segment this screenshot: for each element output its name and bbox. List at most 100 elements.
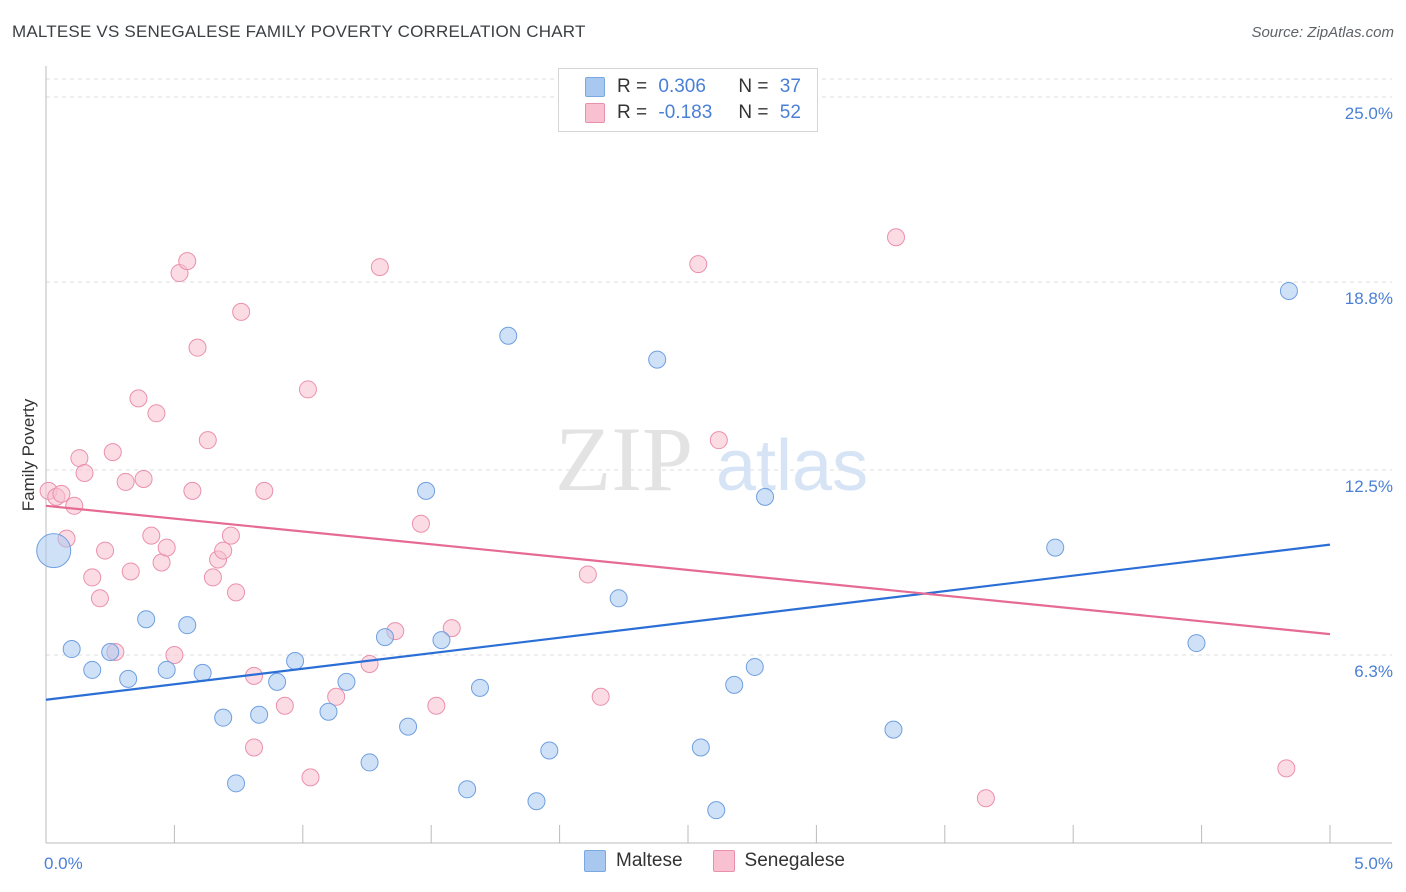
data-point-maltese [193, 663, 212, 682]
data-point-senegalese [709, 431, 728, 450]
data-point-senegalese [327, 687, 346, 706]
data-point-maltese [707, 801, 726, 820]
legend-r-label: R = [617, 102, 648, 123]
source-label: Source: ZipAtlas.com [1251, 24, 1394, 41]
series-label-maltese: Maltese [616, 850, 683, 871]
data-point-maltese [286, 651, 305, 670]
y-tick-label: 25.0% [1345, 104, 1393, 123]
legend-row-senegalese: R = -0.183 N = 52 [585, 101, 801, 125]
legend-r-value: -0.183 [658, 102, 713, 123]
trend-layer [45, 504, 1331, 701]
data-point-senegalese [65, 496, 84, 515]
data-point-senegalese [591, 687, 610, 706]
data-point-senegalese [70, 449, 89, 468]
data-point-maltese [756, 487, 775, 506]
y-tick-label: 6.3% [1354, 662, 1393, 681]
data-point-senegalese [1277, 759, 1296, 778]
data-point-senegalese [442, 619, 461, 638]
data-point-maltese [527, 792, 546, 811]
watermark: ZIP atlas [555, 408, 868, 510]
data-point-senegalese [221, 526, 240, 545]
data-point-senegalese [134, 469, 153, 488]
legend-r-value: 0.306 [658, 76, 706, 97]
series-legend: Maltese Senegalese [584, 850, 875, 872]
chart-title: MALTESE VS SENEGALESE FAMILY POVERTY COR… [12, 22, 586, 41]
data-point-senegalese [116, 472, 135, 491]
data-point-senegalese [232, 302, 251, 321]
watermark-zip: ZIP [555, 408, 693, 510]
trend-line-senegalese [45, 504, 1331, 636]
x-tick-label: 5.0% [1354, 854, 1393, 873]
data-point-maltese [227, 774, 246, 793]
data-point-maltese [36, 533, 72, 569]
data-point-maltese [375, 628, 394, 647]
data-point-maltese [119, 669, 138, 688]
data-point-maltese [458, 780, 477, 799]
data-point-maltese [725, 675, 744, 694]
data-point-senegalese [188, 338, 207, 357]
axis-layer: 6.3% 12.5% 18.8% 25.0% 0.0% 5.0% [44, 66, 1393, 873]
data-point-maltese [1279, 281, 1298, 300]
data-point-maltese [337, 672, 356, 691]
data-point-senegalese [103, 443, 122, 462]
data-point-senegalese [198, 431, 217, 450]
data-point-senegalese [121, 562, 140, 581]
points-layer [36, 228, 1298, 820]
data-point-senegalese [147, 404, 166, 423]
legend-swatch-maltese [585, 77, 605, 97]
data-point-senegalese [75, 463, 94, 482]
data-point-maltese [470, 678, 489, 697]
legend-n-value: 37 [779, 76, 801, 97]
data-point-senegalese [245, 738, 264, 757]
data-point-maltese [609, 589, 628, 608]
data-point-maltese [268, 672, 287, 691]
series-swatch-senegalese [712, 850, 735, 872]
data-point-maltese [417, 481, 436, 500]
legend-row-maltese: R = 0.306 N = 37 [585, 75, 801, 99]
correlation-legend: R = 0.306 N = 37 R = -0.183 N = 52 [558, 68, 818, 132]
data-point-senegalese [255, 481, 274, 500]
data-point-maltese [137, 610, 156, 629]
series-label-senegalese: Senegalese [744, 850, 845, 871]
data-point-maltese [432, 631, 451, 650]
legend-r-label: R = [617, 76, 648, 97]
data-point-maltese [214, 708, 233, 727]
data-point-maltese [691, 738, 710, 757]
data-point-senegalese [370, 258, 389, 277]
data-point-senegalese [203, 568, 222, 587]
data-point-maltese [83, 660, 102, 679]
legend-n-label: N = [738, 102, 769, 123]
data-point-maltese [884, 720, 903, 739]
data-point-senegalese [887, 228, 906, 247]
data-point-senegalese [298, 380, 317, 399]
data-point-senegalese [411, 514, 430, 533]
data-point-maltese [62, 640, 81, 659]
data-point-senegalese [976, 789, 995, 808]
data-point-senegalese [214, 541, 233, 560]
data-point-senegalese [157, 538, 176, 557]
data-point-maltese [1046, 538, 1065, 557]
data-point-senegalese [83, 568, 102, 587]
data-point-senegalese [427, 696, 446, 715]
y-axis-label: Family Poverty [19, 398, 38, 511]
legend-n-label: N = [738, 76, 769, 97]
data-point-maltese [101, 643, 120, 662]
data-point-maltese [1187, 634, 1206, 653]
data-point-senegalese [142, 526, 161, 545]
data-point-senegalese [301, 768, 320, 787]
data-point-senegalese [96, 541, 115, 560]
data-point-maltese [648, 350, 667, 369]
data-point-maltese [399, 717, 418, 736]
data-point-senegalese [165, 646, 184, 665]
data-point-maltese [157, 660, 176, 679]
y-tick-label: 18.8% [1345, 289, 1393, 308]
legend-n-value: 52 [779, 102, 801, 123]
data-point-senegalese [178, 252, 197, 271]
data-point-maltese [319, 702, 338, 721]
data-point-maltese [360, 753, 379, 772]
watermark-atlas: atlas [716, 426, 868, 506]
data-point-senegalese [689, 255, 708, 274]
data-point-maltese [250, 705, 269, 724]
data-point-senegalese [360, 654, 379, 673]
